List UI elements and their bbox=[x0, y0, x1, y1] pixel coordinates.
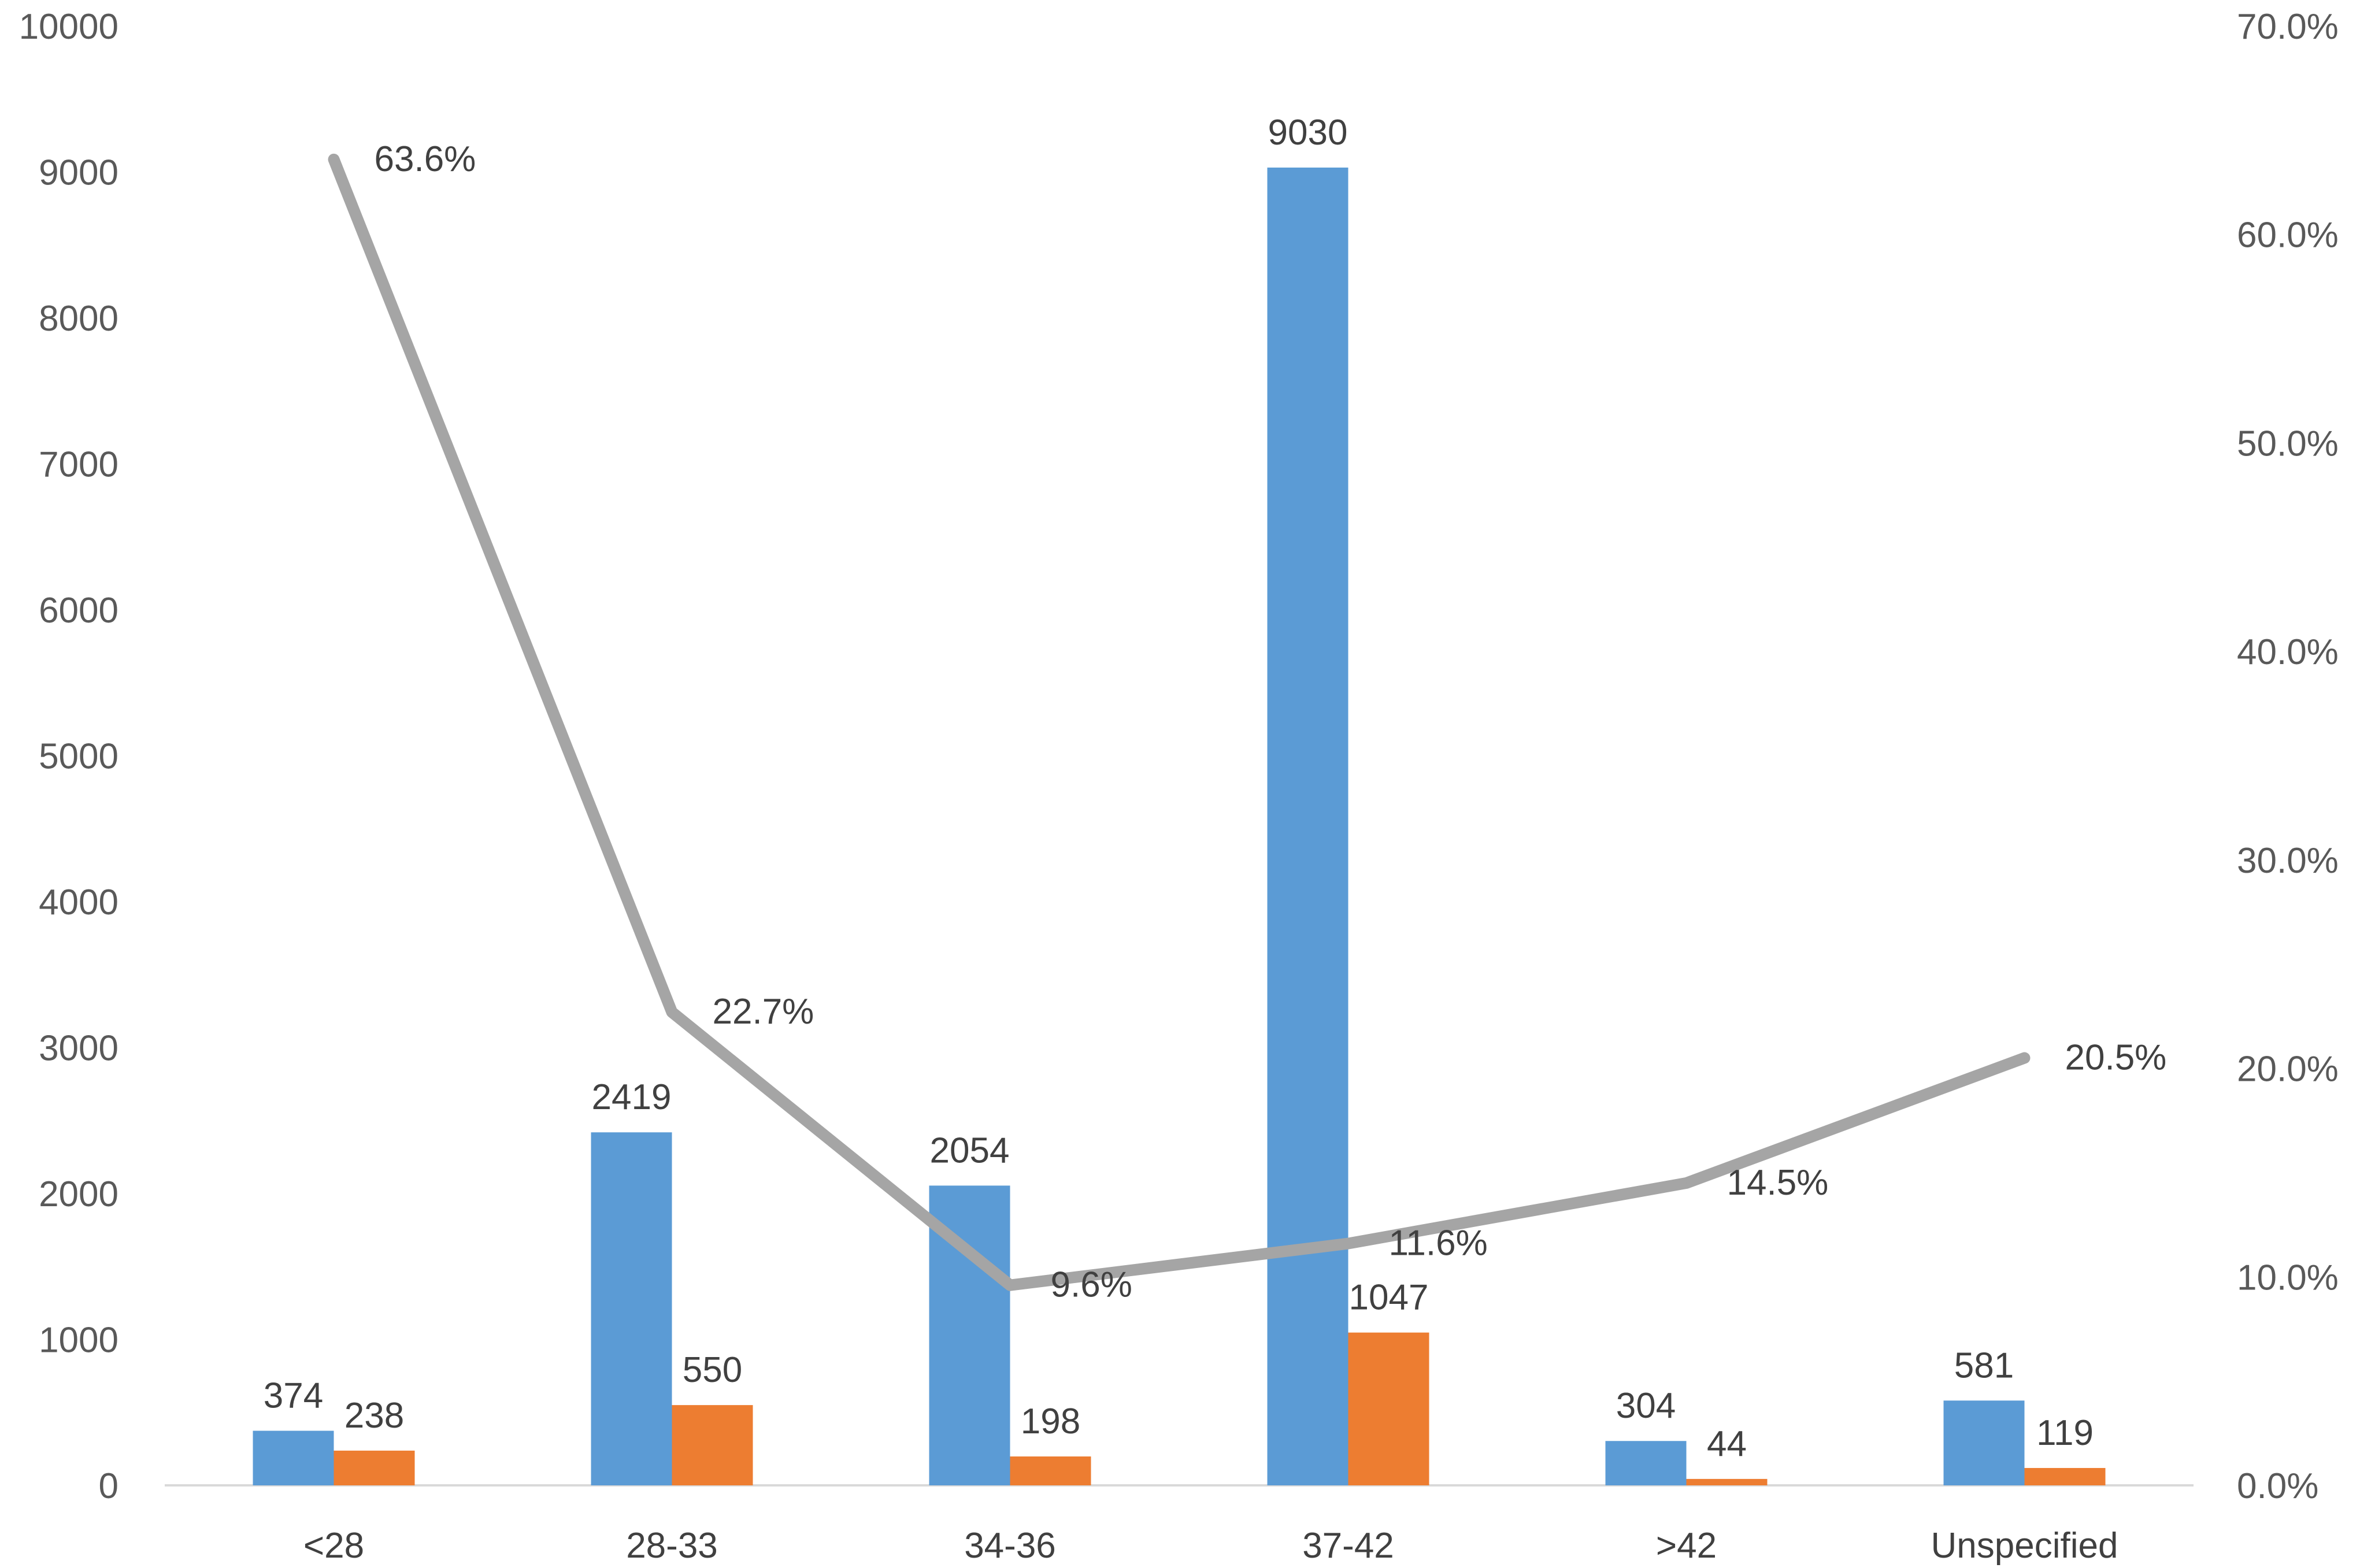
bar-data-label: 581 bbox=[1954, 1345, 2014, 1385]
y-left-tick-label: 8000 bbox=[39, 299, 118, 339]
bar bbox=[591, 1132, 672, 1485]
line-point bbox=[1009, 1284, 1011, 1286]
line-data-label: 11.6% bbox=[1389, 1224, 1488, 1263]
bar-data-label: 9030 bbox=[1268, 113, 1348, 153]
y-right-tick-label: 10.0% bbox=[2237, 1258, 2339, 1298]
line-data-label: 63.6% bbox=[375, 139, 476, 179]
bar bbox=[1686, 1478, 1768, 1485]
x-category-label: 34-36 bbox=[964, 1526, 1056, 1566]
bar-data-label: 374 bbox=[264, 1376, 323, 1416]
y-right-tick-label: 30.0% bbox=[2237, 841, 2339, 881]
x-category-label: <28 bbox=[303, 1526, 364, 1566]
y-left-tick-label: 2000 bbox=[39, 1174, 118, 1214]
bar-data-label: 119 bbox=[2036, 1413, 2094, 1453]
line-series bbox=[328, 153, 2031, 1291]
bar bbox=[334, 1450, 415, 1485]
bar-data-label: 238 bbox=[344, 1396, 404, 1436]
x-category-label: Unspecified bbox=[1931, 1526, 2118, 1566]
y-right-tick-label: 0.0% bbox=[2237, 1466, 2318, 1506]
bar-data-label: 1047 bbox=[1349, 1278, 1429, 1318]
line-data-label: 9.6% bbox=[1051, 1265, 1132, 1305]
y-right-tick-label: 60.0% bbox=[2237, 216, 2339, 255]
bar-data-label: 2419 bbox=[592, 1077, 672, 1117]
y-left-tick-label: 6000 bbox=[39, 591, 118, 631]
x-category-label: >42 bbox=[1656, 1526, 1717, 1566]
y-left-tick-label: 9000 bbox=[39, 153, 118, 193]
y-right-tick-label: 50.0% bbox=[2237, 424, 2339, 464]
y-left-tick-label: 3000 bbox=[39, 1029, 118, 1069]
x-category-label: 37-42 bbox=[1302, 1526, 1394, 1566]
y-right-tick-label: 20.0% bbox=[2237, 1050, 2339, 1089]
line-point bbox=[671, 1011, 673, 1013]
line-point bbox=[333, 158, 335, 160]
y-right-tick-label: 40.0% bbox=[2237, 632, 2339, 672]
bar-data-label: 304 bbox=[1616, 1386, 1676, 1426]
bar-data-label: 44 bbox=[1707, 1424, 1747, 1464]
line-data-label: 20.5% bbox=[2065, 1038, 2167, 1078]
y-left-tick-label: 10000 bbox=[19, 7, 118, 47]
y-right-tick-label: 70.0% bbox=[2237, 7, 2339, 47]
line-point bbox=[1347, 1243, 1349, 1244]
line-point bbox=[2024, 1057, 2025, 1059]
y-left-tick-label: 5000 bbox=[39, 737, 118, 777]
bar bbox=[1943, 1400, 2025, 1485]
y-left-tick-label: 1000 bbox=[39, 1321, 118, 1361]
bar bbox=[1267, 167, 1348, 1485]
y-left-tick-label: 4000 bbox=[39, 883, 118, 922]
y-left-tick-label: 7000 bbox=[39, 445, 118, 485]
bar-data-label: 198 bbox=[1021, 1402, 1080, 1441]
bar bbox=[2024, 1467, 2106, 1485]
y-left-tick-label: 0 bbox=[99, 1466, 118, 1506]
bar bbox=[1348, 1332, 1429, 1485]
bar bbox=[1010, 1456, 1091, 1485]
bar bbox=[1605, 1441, 1687, 1485]
bar-data-label: 550 bbox=[683, 1350, 742, 1390]
line-point bbox=[1685, 1182, 1687, 1184]
line-data-label: 14.5% bbox=[1727, 1163, 1829, 1203]
line-data-label: 22.7% bbox=[713, 992, 814, 1032]
bar bbox=[672, 1405, 753, 1485]
bar-data-label: 2054 bbox=[930, 1130, 1010, 1170]
bar bbox=[253, 1430, 334, 1485]
x-category-label: 28-33 bbox=[626, 1526, 718, 1566]
